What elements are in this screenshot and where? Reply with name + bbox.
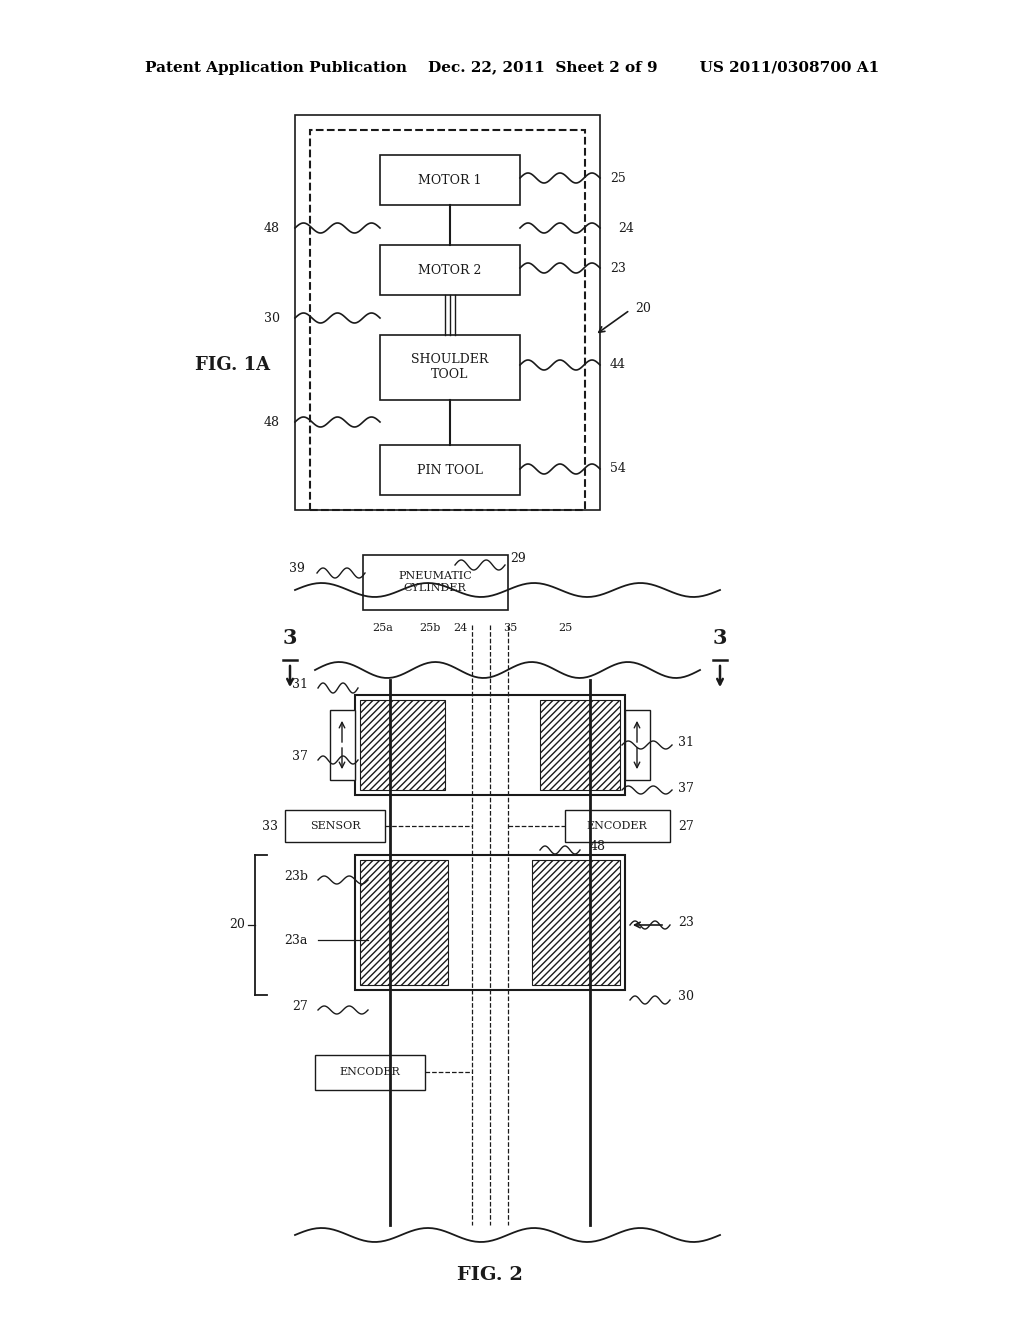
Text: SHOULDER
TOOL: SHOULDER TOOL: [412, 352, 488, 381]
Text: 27: 27: [292, 1001, 308, 1014]
Text: 23: 23: [610, 261, 626, 275]
Text: 48: 48: [264, 222, 280, 235]
Bar: [360, 861, 449, 985]
Text: 29: 29: [510, 552, 525, 565]
Text: PNEUMATIC
CYLINDER: PNEUMATIC CYLINDER: [398, 572, 472, 593]
Bar: [330, 710, 355, 780]
Bar: [625, 710, 650, 780]
Bar: [360, 700, 445, 789]
Text: 31: 31: [678, 735, 694, 748]
Text: 48: 48: [264, 416, 280, 429]
Bar: [355, 855, 625, 990]
Bar: [295, 115, 600, 510]
Bar: [315, 1055, 425, 1090]
Text: 37: 37: [678, 781, 694, 795]
Text: 31: 31: [292, 677, 308, 690]
Text: 23: 23: [678, 916, 694, 928]
Text: 23b: 23b: [284, 870, 308, 883]
Text: FIG. 2: FIG. 2: [457, 1266, 523, 1284]
Text: 20: 20: [635, 301, 651, 314]
Bar: [355, 696, 625, 795]
Text: 24: 24: [453, 623, 467, 634]
Bar: [532, 861, 620, 985]
Text: 25b: 25b: [419, 623, 440, 634]
Text: MOTOR 2: MOTOR 2: [419, 264, 481, 276]
Text: ENCODER: ENCODER: [587, 821, 647, 832]
Bar: [540, 700, 620, 789]
Text: SENSOR: SENSOR: [309, 821, 360, 832]
Bar: [380, 335, 520, 400]
Text: 44: 44: [610, 359, 626, 371]
Text: 23a: 23a: [285, 933, 308, 946]
Text: 33: 33: [262, 820, 278, 833]
Bar: [380, 246, 520, 294]
Text: 30: 30: [264, 312, 280, 325]
Text: 3: 3: [713, 628, 727, 648]
Text: 25a: 25a: [373, 623, 393, 634]
Text: ENCODER: ENCODER: [340, 1067, 400, 1077]
Text: PIN TOOL: PIN TOOL: [417, 463, 483, 477]
Bar: [362, 554, 508, 610]
Text: 39: 39: [289, 561, 305, 574]
Bar: [380, 154, 520, 205]
Text: Patent Application Publication    Dec. 22, 2011  Sheet 2 of 9        US 2011/030: Patent Application Publication Dec. 22, …: [144, 61, 880, 75]
Text: 25: 25: [558, 623, 572, 634]
Text: 24: 24: [618, 222, 634, 235]
Bar: [380, 445, 520, 495]
Text: 35: 35: [503, 623, 517, 634]
Text: MOTOR 1: MOTOR 1: [418, 173, 481, 186]
Text: 48: 48: [590, 841, 606, 854]
Text: 27: 27: [678, 820, 693, 833]
Text: 54: 54: [610, 462, 626, 475]
Text: FIG. 1A: FIG. 1A: [195, 356, 270, 374]
Text: 3: 3: [283, 628, 297, 648]
Text: 25: 25: [610, 172, 626, 185]
Text: 37: 37: [292, 751, 308, 763]
Text: 30: 30: [678, 990, 694, 1003]
Bar: [285, 810, 385, 842]
Bar: [310, 129, 585, 510]
Text: 20: 20: [229, 919, 245, 932]
Bar: [565, 810, 670, 842]
